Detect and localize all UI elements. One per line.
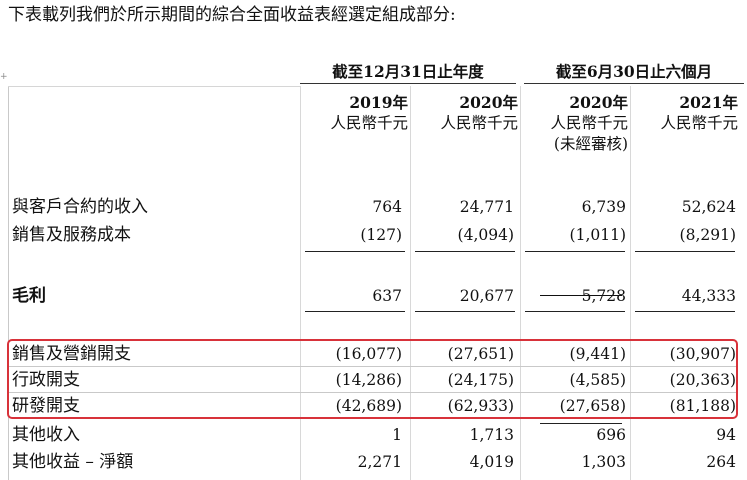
row-divider — [9, 392, 736, 393]
cell-value: (14,286) — [335, 371, 402, 389]
cell-value: 4,019 — [469, 453, 514, 471]
cell-value: (20,363) — [669, 371, 736, 389]
table-row-other-gains: 其他收益 – 淨額 2,271 4,019 1,303 264 — [8, 449, 744, 475]
cell-value: 44,333 — [681, 287, 736, 305]
column-year: 2019年 — [349, 93, 408, 112]
row-label: 與客戶合約的收入 — [12, 197, 148, 217]
row-label: 其他收入 — [12, 425, 80, 445]
total-rule — [305, 311, 405, 312]
column-separator — [630, 86, 631, 480]
cell-value: (9,441) — [569, 345, 626, 363]
cell-value: 696 — [596, 426, 626, 444]
column-separator — [410, 86, 411, 480]
cell-value: (4,585) — [569, 371, 626, 389]
table-row-revenue: 與客戶合約的收入 764 24,771 6,739 52,624 — [8, 194, 744, 220]
column-year: 2021年 — [679, 93, 738, 112]
table-row-cost-of-sales: 銷售及服務成本 (127) (4,094) (1,011) (8,291) — [8, 222, 744, 248]
row-label: 其他收益 – 淨額 — [12, 452, 134, 472]
row-label: 銷售及營銷開支 — [12, 344, 131, 364]
header-rule-six-months — [524, 83, 744, 84]
subtotal-rule — [525, 251, 625, 252]
cell-value: (4,094) — [457, 226, 514, 244]
cell-value: (8,291) — [679, 226, 736, 244]
column-header-2020: 2020年 人民幣千元 — [410, 92, 518, 134]
header-group-annual: 截至12月31日止年度 — [332, 62, 484, 81]
cell-value: 1 — [392, 426, 402, 444]
header-group-six-months: 截至6月30日止六個月 — [555, 62, 713, 81]
subtotal-rule — [635, 251, 735, 252]
overline-mark — [540, 423, 622, 424]
cell-value: 764 — [372, 198, 402, 216]
total-rule — [635, 311, 735, 312]
cell-value: 20,677 — [459, 287, 514, 305]
column-currency: 人民幣千元 — [330, 114, 408, 132]
row-label: 銷售及服務成本 — [12, 225, 131, 245]
cell-value: 24,771 — [459, 198, 514, 216]
cell-value: 2,271 — [357, 453, 402, 471]
subtotal-rule — [305, 251, 405, 252]
column-currency: 人民幣千元 — [440, 114, 518, 132]
cell-value: 6,739 — [581, 198, 626, 216]
cell-value: (24,175) — [447, 371, 514, 389]
header-rule-annual — [300, 83, 516, 84]
table-row-rnd-expenses: 研發開支 (42,689) (62,933) (27,658) (81,188) — [8, 393, 744, 419]
row-label: 行政開支 — [12, 370, 80, 390]
cell-value: 637 — [372, 287, 402, 305]
table-row-admin-expenses: 行政開支 (14,286) (24,175) (4,585) (20,363) — [8, 367, 744, 393]
row-label: 毛利 — [12, 286, 46, 306]
table-border-top — [8, 86, 300, 87]
table-row-selling-expenses: 銷售及營銷開支 (16,077) (27,651) (9,441) (30,90… — [8, 341, 744, 367]
cell-value: (30,907) — [669, 345, 736, 363]
column-separator — [520, 86, 521, 480]
cell-value: (42,689) — [335, 397, 402, 415]
column-note: (未經審核) — [553, 135, 628, 153]
column-currency: 人民幣千元 — [660, 114, 738, 132]
table-anchor-icon[interactable]: + — [0, 72, 8, 82]
cell-value: (16,077) — [335, 345, 402, 363]
cell-value: 1,713 — [469, 426, 514, 444]
cell-value-struck: 5,728 — [581, 287, 626, 305]
cell-value: (27,651) — [447, 345, 514, 363]
table-border-left — [8, 86, 9, 480]
cell-value: (62,933) — [447, 397, 514, 415]
total-rule — [525, 311, 625, 312]
table-row-other-income: 其他收入 1 1,713 696 94 — [8, 422, 744, 448]
subtotal-rule — [415, 251, 515, 252]
row-divider — [9, 366, 736, 367]
cell-value: (1,011) — [569, 226, 626, 244]
intro-text: 下表載列我們於所示期間的綜合全面收益表經選定組成部分: — [8, 5, 456, 25]
highlight-box — [7, 339, 738, 419]
total-rule — [415, 311, 515, 312]
row-label: 研發開支 — [12, 396, 80, 416]
column-year: 2020年 — [569, 93, 628, 112]
cell-value: 52,624 — [681, 198, 736, 216]
table-row-gross-profit: 毛利 637 20,677 5,728 44,333 — [8, 283, 744, 309]
cell-value: 94 — [716, 426, 736, 444]
column-header-2020-h1: 2020年 人民幣千元 (未經審核) — [520, 92, 628, 155]
column-header-2021-h1: 2021年 人民幣千元 — [630, 92, 738, 134]
cell-value: 264 — [706, 453, 736, 471]
column-header-2019: 2019年 人民幣千元 — [300, 92, 408, 134]
column-year: 2020年 — [459, 93, 518, 112]
cell-value: 1,303 — [581, 453, 626, 471]
column-separator — [300, 86, 301, 480]
column-currency: 人民幣千元 — [550, 114, 628, 132]
cell-value: (27,658) — [559, 397, 626, 415]
cell-value: (81,188) — [669, 397, 736, 415]
cell-value: (127) — [360, 226, 402, 244]
strikethrough-mark — [540, 295, 622, 296]
